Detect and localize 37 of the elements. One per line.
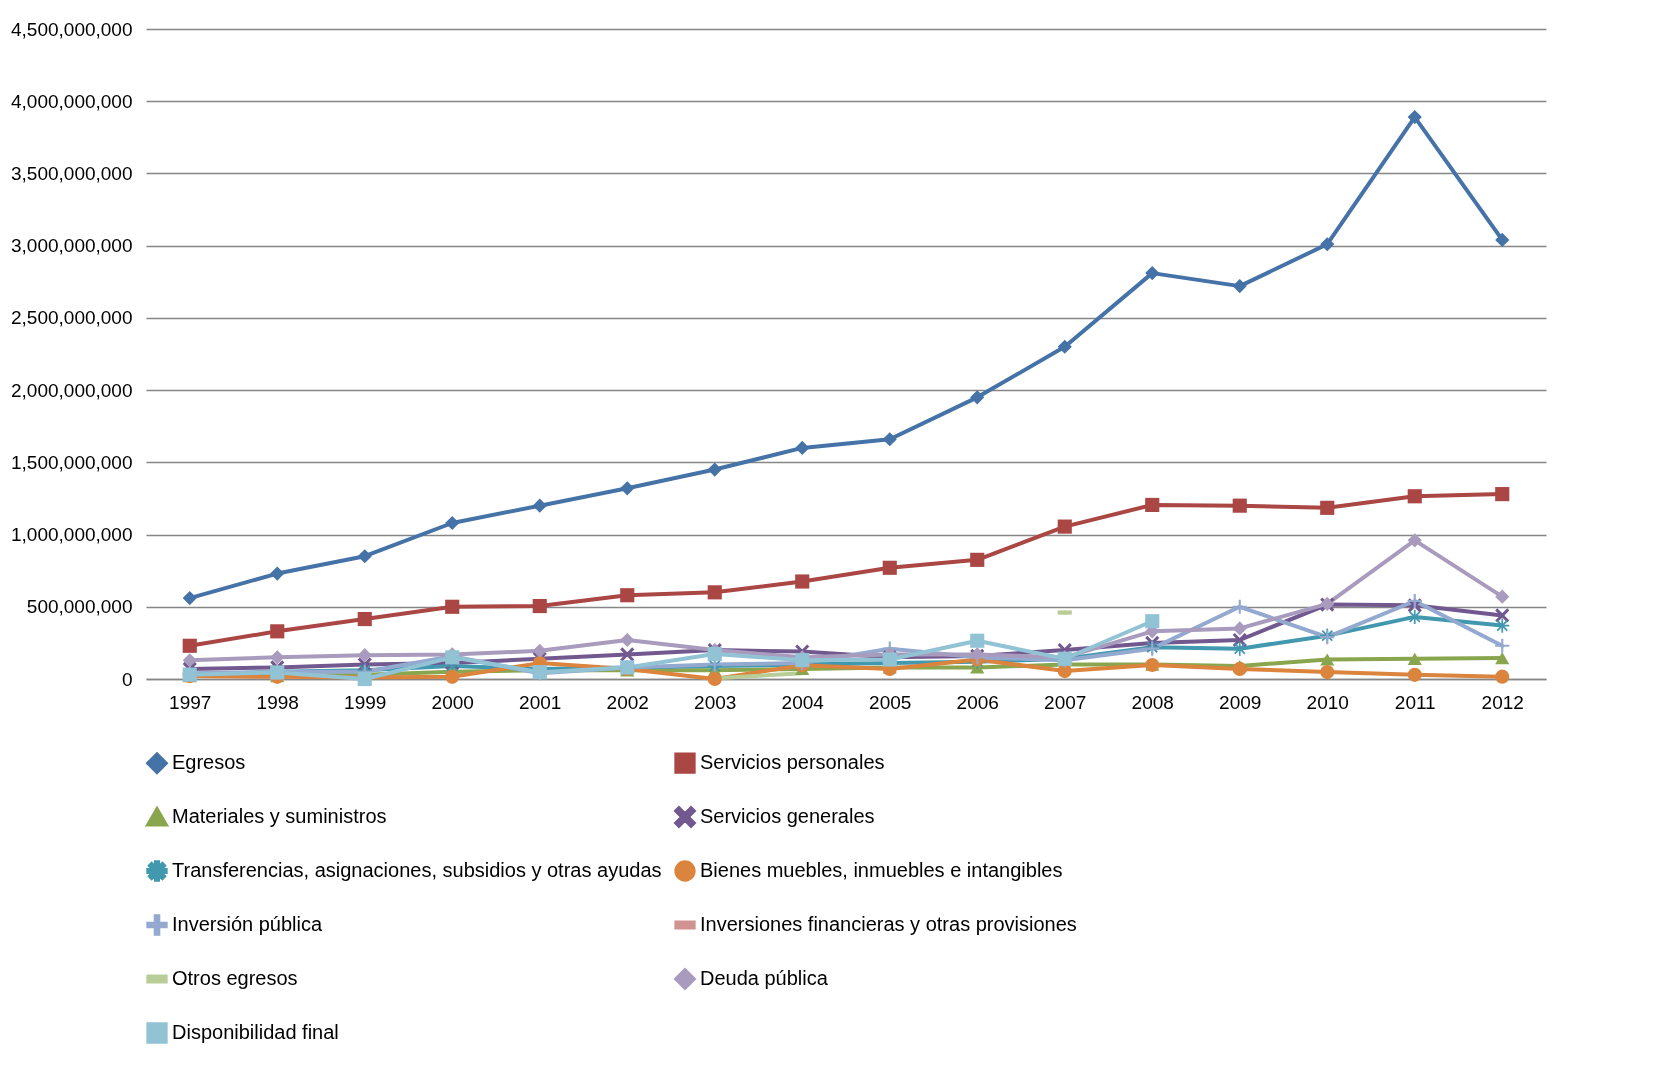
y-tick-label: 1,500,000,000 [10,451,133,473]
legend-label: Bienes muebles, inmuebles e intangibles [700,859,1063,881]
legend-label: Transferencias, asignaciones, subsidios y otras ayudas [172,859,662,881]
legend-label: Inversión pública [172,913,323,935]
y-tick-label: 3,500,000,000 [10,162,133,184]
x-tick-label: 2000 [431,691,474,713]
legend-label: Disponibilidad final [172,1021,339,1043]
legend-label: Servicios generales [700,805,875,827]
x-tick-label: 1998 [256,691,299,713]
x-tick-label: 2005 [869,691,912,713]
legend-label: Otros egresos [172,967,298,989]
y-tick-label: 2,500,000,000 [10,307,133,329]
y-tick-label: 500,000,000 [26,596,133,618]
y-tick-label: 4,000,000,000 [10,90,133,112]
x-tick-label: 2002 [606,691,649,713]
x-tick-label: 1999 [344,691,387,713]
legend-label: Servicios personales [700,751,885,774]
y-tick-label: 0 [121,668,133,690]
x-tick-label: 2006 [956,691,999,713]
legend-label: Inversiones financieras y otras provisiones [700,913,1077,935]
x-tick-label: 2001 [519,691,562,713]
x-tick-label: 2004 [781,691,825,713]
legend-label: Deuda pública [700,967,829,989]
y-tick-label: 2,000,000,000 [10,379,133,401]
x-tick-label: 2007 [1044,691,1087,713]
legend-label: Materiales y suministros [172,805,387,827]
y-tick-label: 1,000,000,000 [10,524,133,546]
x-tick-label: 2010 [1306,691,1349,713]
x-tick-label: 1997 [169,691,212,713]
x-tick-label: 2008 [1131,691,1174,713]
x-tick-label: 2012 [1481,691,1524,713]
y-tick-label: 4,500,000,000 [10,18,133,40]
y-tick-label: 3,000,000,000 [10,235,133,257]
legend-label: Egresos [172,751,246,774]
x-tick-label: 2011 [1394,691,1436,713]
x-tick-label: 2003 [694,691,737,713]
x-tick-label: 2009 [1219,691,1262,713]
